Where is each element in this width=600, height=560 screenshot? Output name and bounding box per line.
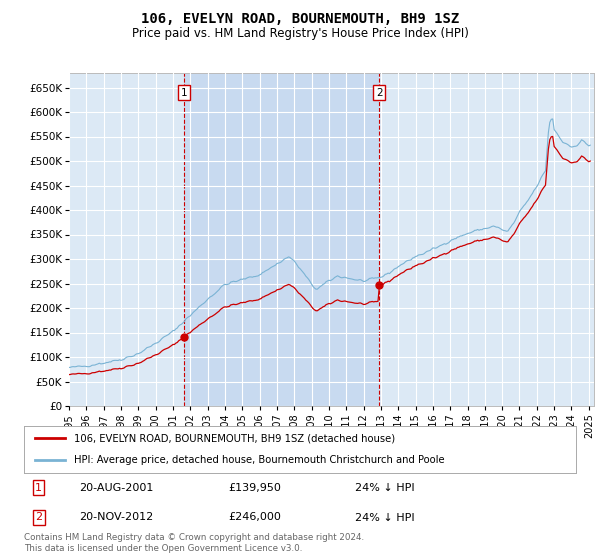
Text: 24% ↓ HPI: 24% ↓ HPI [355,483,415,493]
Point [374,281,384,290]
Point [179,333,189,342]
Text: 106, EVELYN ROAD, BOURNEMOUTH, BH9 1SZ: 106, EVELYN ROAD, BOURNEMOUTH, BH9 1SZ [141,12,459,26]
Text: 24% ↓ HPI: 24% ↓ HPI [355,512,415,522]
Text: Contains HM Land Registry data © Crown copyright and database right 2024.
This d: Contains HM Land Registry data © Crown c… [24,533,364,553]
Text: Price paid vs. HM Land Registry's House Price Index (HPI): Price paid vs. HM Land Registry's House … [131,27,469,40]
Text: £139,950: £139,950 [228,483,281,493]
Text: 1: 1 [35,483,42,493]
Text: £246,000: £246,000 [228,512,281,522]
Bar [184,73,379,406]
Text: 106, EVELYN ROAD, BOURNEMOUTH, BH9 1SZ (detached house): 106, EVELYN ROAD, BOURNEMOUTH, BH9 1SZ (… [74,433,395,444]
Text: 20-NOV-2012: 20-NOV-2012 [79,512,154,522]
Text: 20-AUG-2001: 20-AUG-2001 [79,483,154,493]
Text: HPI: Average price, detached house, Bournemouth Christchurch and Poole: HPI: Average price, detached house, Bour… [74,455,445,465]
Text: 1: 1 [181,88,187,98]
Text: 2: 2 [376,88,382,98]
Text: 2: 2 [35,512,42,522]
